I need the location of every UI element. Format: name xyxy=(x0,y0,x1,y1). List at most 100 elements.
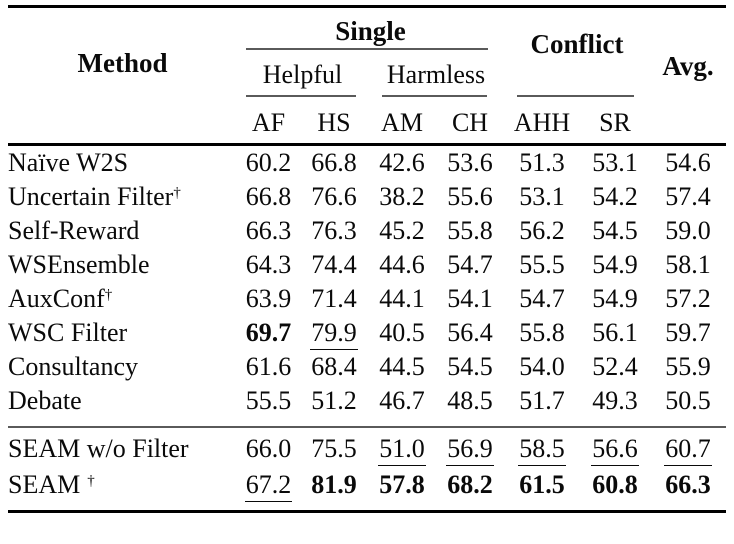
cell-value: 71.4 xyxy=(311,284,357,313)
cell-value: 69.7 xyxy=(245,318,292,347)
method-name: Uncertain Filter xyxy=(8,182,174,211)
cell-value: 44.5 xyxy=(379,352,425,381)
mid-rule xyxy=(8,426,726,428)
cell-value: 53.1 xyxy=(519,182,565,211)
method-name: Self-Reward xyxy=(8,216,140,245)
header-single: Single xyxy=(335,16,406,46)
cell-value: 60.7 xyxy=(664,433,712,466)
cell-value: 54.7 xyxy=(447,250,493,279)
top-rule xyxy=(8,5,726,8)
cell-value: 50.5 xyxy=(665,386,711,415)
cell-value: 56.1 xyxy=(592,318,638,347)
cell-value: 81.9 xyxy=(311,469,357,499)
cell-value: 74.4 xyxy=(311,250,357,279)
cell-value: 46.7 xyxy=(379,386,425,415)
cell-value: 56.2 xyxy=(519,216,565,245)
cell-value: 60.8 xyxy=(592,469,638,499)
rule-under-single xyxy=(246,48,488,50)
cell-value: 58.1 xyxy=(665,250,711,279)
cell-value: 52.4 xyxy=(592,352,638,381)
header-helpful: Helpful xyxy=(262,60,343,89)
cell-value: 57.8 xyxy=(379,469,425,499)
method-name: WSEnsemble xyxy=(8,250,150,279)
table-row: AuxConf† 63.9 71.4 44.1 54.1 54.7 54.9 5… xyxy=(8,282,726,316)
method-name: WSC Filter xyxy=(8,318,128,347)
header-method: Method xyxy=(77,48,168,78)
cell-value: 56.4 xyxy=(447,318,493,347)
table-row: SEAM † 67.2 81.9 57.8 68.2 61.5 60.8 66.3 xyxy=(8,467,726,503)
cell-value: 54.2 xyxy=(592,182,638,211)
cell-value: 54.6 xyxy=(665,148,711,177)
cell-value: 68.4 xyxy=(311,352,357,381)
cell-value: 64.3 xyxy=(245,250,292,279)
cell-value: 51.3 xyxy=(519,148,565,177)
cell-value: 53.6 xyxy=(447,148,493,177)
cell-value: 45.2 xyxy=(379,216,425,245)
cell-value: 55.9 xyxy=(665,352,711,381)
cell-value: 58.5 xyxy=(518,433,566,466)
cell-value: 59.0 xyxy=(665,216,711,245)
rule-under-helpful xyxy=(246,95,356,97)
method-name: Naïve W2S xyxy=(8,148,129,177)
cell-value: 79.9 xyxy=(310,318,358,350)
method-name: SEAM w/o Filter xyxy=(8,433,189,463)
cell-value: 66.3 xyxy=(245,216,292,245)
table-row: Self-Reward 66.3 76.3 45.2 55.8 56.2 54.… xyxy=(8,214,726,248)
cell-value: 51.7 xyxy=(519,386,565,415)
cell-value: 51.0 xyxy=(378,433,426,466)
cell-value: 61.6 xyxy=(245,352,292,381)
cell-value: 44.6 xyxy=(379,250,425,279)
cell-value: 54.5 xyxy=(592,216,638,245)
cell-value: 54.9 xyxy=(592,250,638,279)
header-harmless: Harmless xyxy=(386,60,486,89)
col-header-ch: CH xyxy=(451,108,489,137)
dagger-mark: † xyxy=(87,472,95,489)
cell-value: 55.6 xyxy=(447,182,493,211)
cell-value: 66.3 xyxy=(665,469,711,499)
col-header-sr: SR xyxy=(599,108,631,137)
cell-value: 54.0 xyxy=(519,352,565,381)
cell-value: 59.7 xyxy=(665,318,711,347)
rule-under-harmless xyxy=(382,95,487,97)
table-row: WSEnsemble 64.3 74.4 44.6 54.7 55.5 54.9… xyxy=(8,248,726,282)
header-conflict: Conflict xyxy=(530,29,624,59)
rule-under-conflict xyxy=(517,95,634,97)
cell-value: 48.5 xyxy=(447,386,493,415)
table-row: WSC Filter 69.7 79.9 40.5 56.4 55.8 56.1… xyxy=(8,316,726,350)
method-name: Debate xyxy=(8,386,82,415)
cell-value: 55.8 xyxy=(519,318,565,347)
dagger-mark: † xyxy=(104,287,113,303)
col-header-af: AF xyxy=(251,108,286,137)
cell-value: 53.1 xyxy=(592,148,638,177)
table-row: Uncertain Filter† 66.8 76.6 38.2 55.6 53… xyxy=(8,180,726,214)
cell-value: 66.8 xyxy=(311,148,357,177)
dagger-mark: † xyxy=(173,185,181,201)
table-row: Consultancy 61.6 68.4 44.5 54.5 54.0 52.… xyxy=(8,350,726,384)
cell-value: 56.6 xyxy=(591,433,639,466)
cell-value: 66.8 xyxy=(245,182,292,211)
cell-value: 40.5 xyxy=(379,318,425,347)
method-name: Consultancy xyxy=(8,352,138,381)
cell-value: 66.0 xyxy=(245,433,292,463)
table-row: Naïve W2S 60.2 66.8 42.6 53.6 51.3 53.1 … xyxy=(8,146,726,180)
cell-value: 68.2 xyxy=(447,469,493,499)
cell-value: 42.6 xyxy=(379,148,425,177)
cell-value: 55.5 xyxy=(519,250,565,279)
cell-value: 57.4 xyxy=(665,182,711,211)
cell-value: 55.5 xyxy=(245,386,292,415)
cell-value: 54.1 xyxy=(447,284,493,313)
cell-value: 67.2 xyxy=(244,469,293,502)
table-body: Naïve W2S 60.2 66.8 42.6 53.6 51.3 53.1 … xyxy=(8,146,726,418)
cell-value: 54.5 xyxy=(447,352,493,381)
cell-value: 60.2 xyxy=(245,148,292,177)
cell-value: 38.2 xyxy=(379,182,425,211)
cell-value: 55.8 xyxy=(447,216,493,245)
cell-value: 75.5 xyxy=(311,433,357,463)
table-row: Debate 55.5 51.2 46.7 48.5 51.7 49.3 50.… xyxy=(8,384,726,418)
cell-value: 54.7 xyxy=(519,284,565,313)
cell-value: 57.2 xyxy=(665,284,711,313)
table-header: Method Single Conflict Avg. Helpful Harm… xyxy=(8,8,726,143)
cell-value: 54.9 xyxy=(592,284,638,313)
cell-value: 61.5 xyxy=(519,469,565,499)
header-avg: Avg. xyxy=(662,51,714,81)
